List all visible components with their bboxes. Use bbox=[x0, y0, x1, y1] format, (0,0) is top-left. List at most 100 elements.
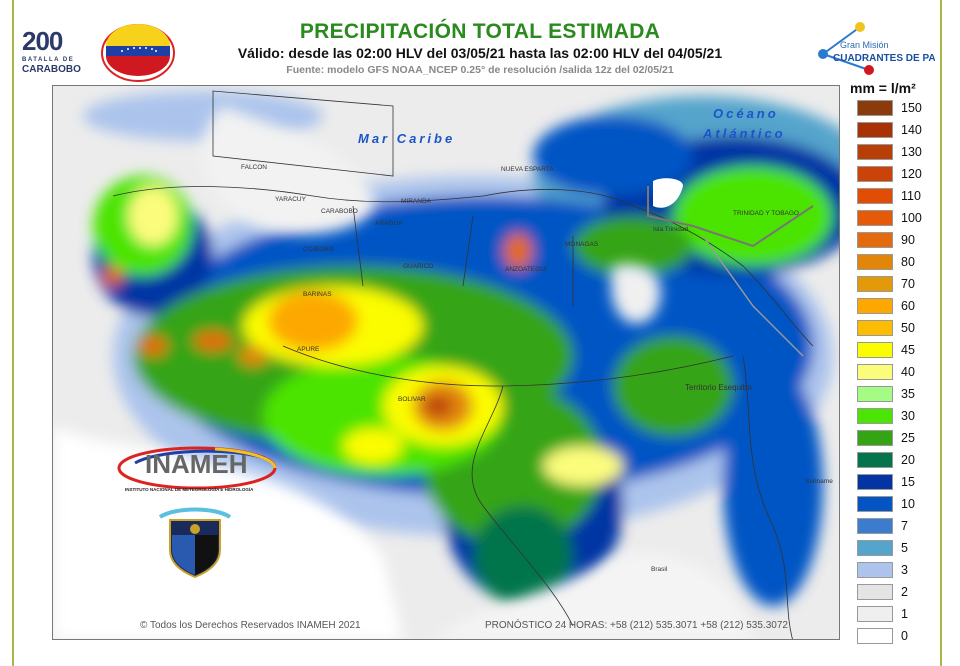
legend-swatch bbox=[857, 562, 893, 578]
legend-value: 30 bbox=[901, 409, 915, 423]
forecast-phones: PRONÓSTICO 24 HORAS: +58 (212) 535.3071 … bbox=[485, 620, 788, 631]
region-label: Territorio Esequibo bbox=[685, 383, 752, 392]
legend-value: 50 bbox=[901, 321, 915, 335]
legend-item: 150 bbox=[857, 99, 922, 117]
legend-value: 90 bbox=[901, 233, 915, 247]
legend-value: 80 bbox=[901, 255, 915, 269]
legend-value: 5 bbox=[901, 541, 908, 555]
legend-item: 80 bbox=[857, 253, 915, 271]
legend-swatch bbox=[857, 364, 893, 380]
legend-swatch bbox=[857, 628, 893, 644]
legend-swatch bbox=[857, 188, 893, 204]
sea-label-atlantic-1: Océano bbox=[713, 106, 779, 121]
state-label: BOLIVAR bbox=[398, 396, 426, 403]
legend-item: 40 bbox=[857, 363, 915, 381]
legend-item: 130 bbox=[857, 143, 922, 161]
legend-value: 70 bbox=[901, 277, 915, 291]
legend-swatch bbox=[857, 298, 893, 314]
legend-value: 1 bbox=[901, 607, 908, 621]
country-label: TRINIDAD Y TOBAGO bbox=[733, 210, 799, 217]
legend-value: 15 bbox=[901, 475, 915, 489]
legend-swatch bbox=[857, 100, 893, 116]
page-border-right bbox=[940, 0, 942, 666]
legend-swatch bbox=[857, 452, 893, 468]
legend-value: 0 bbox=[901, 629, 908, 643]
legend-swatch bbox=[857, 408, 893, 424]
legend-value: 3 bbox=[901, 563, 908, 577]
legend: mm = l/m² 150 140 130 120 110 100 90 80 70 60 50 45… bbox=[846, 80, 938, 660]
legend-item: 1 bbox=[857, 605, 908, 623]
logo-line2: CARABOBO bbox=[22, 64, 81, 75]
precipitation-field bbox=[53, 86, 839, 639]
legend-value: 60 bbox=[901, 299, 915, 313]
legend-item: 5 bbox=[857, 539, 908, 557]
legend-swatch bbox=[857, 320, 893, 336]
ministry-seal-logo bbox=[101, 24, 175, 82]
page-title: PRECIPITACIÓN TOTAL ESTIMADA bbox=[299, 20, 661, 43]
inameh-full-name: INSTITUTO NACIONAL DE METEOROLOGÍA E HID… bbox=[125, 487, 254, 492]
legend-swatch bbox=[857, 518, 893, 534]
legend-item: 7 bbox=[857, 517, 908, 535]
gran-mision-logo: Gran Misión CUADRANTES DE PAZ bbox=[818, 22, 935, 75]
legend-value: 25 bbox=[901, 431, 915, 445]
legend-swatch bbox=[857, 144, 893, 160]
legend-value: 45 bbox=[901, 343, 915, 357]
legend-swatch bbox=[857, 386, 893, 402]
legend-item: 3 bbox=[857, 561, 908, 579]
legend-swatch bbox=[857, 474, 893, 490]
legend-item: 15 bbox=[857, 473, 915, 491]
country-label: Brasil bbox=[651, 566, 668, 573]
data-source: Fuente: modelo GFS NOAA_NCEP 0.25° de re… bbox=[286, 64, 674, 76]
copyright-text: © Todos los Derechos Reservados INAMEH 2… bbox=[140, 620, 361, 631]
legend-item: 60 bbox=[857, 297, 915, 315]
legend-value: 40 bbox=[901, 365, 915, 379]
state-label: NUEVA ESPARTA bbox=[501, 166, 554, 173]
legend-item: 30 bbox=[857, 407, 915, 425]
legend-item: 25 bbox=[857, 429, 915, 447]
legend-item: 50 bbox=[857, 319, 915, 337]
legend-swatch bbox=[857, 210, 893, 226]
legend-value: 120 bbox=[901, 167, 922, 181]
legend-item: 140 bbox=[857, 121, 922, 139]
legend-swatch bbox=[857, 496, 893, 512]
legend-value: 150 bbox=[901, 101, 922, 115]
legend-item: 110 bbox=[857, 187, 921, 205]
legend-value: 110 bbox=[901, 189, 921, 203]
legend-swatch bbox=[857, 606, 893, 622]
legend-item: 10 bbox=[857, 495, 915, 513]
gran-mision-line1: Gran Misión bbox=[840, 40, 889, 50]
legend-item: 100 bbox=[857, 209, 922, 227]
legend-swatch bbox=[857, 430, 893, 446]
legend-item: 35 bbox=[857, 385, 915, 403]
legend-item: 0 bbox=[857, 627, 908, 645]
legend-swatch bbox=[857, 122, 893, 138]
legend-swatch bbox=[857, 342, 893, 358]
legend-swatch bbox=[857, 232, 893, 248]
bicentenario-logo: 200 BATALLA DE CARABOBO bbox=[22, 26, 92, 78]
legend-item: 45 bbox=[857, 341, 915, 359]
gran-mision-line2: CUADRANTES DE PAZ bbox=[833, 53, 935, 64]
state-label: ARAGUA bbox=[375, 220, 403, 227]
logo-line1: BATALLA DE bbox=[22, 57, 75, 63]
legend-value: 7 bbox=[901, 519, 908, 533]
legend-item: 90 bbox=[857, 231, 915, 249]
country-label: Suriname bbox=[805, 478, 833, 485]
state-label: MIRANDA bbox=[401, 198, 431, 205]
validity-period: Válido: desde las 02:00 HLV del 03/05/21… bbox=[237, 45, 723, 61]
legend-value: 2 bbox=[901, 585, 908, 599]
state-label: APURE bbox=[297, 346, 320, 353]
legend-value: 20 bbox=[901, 453, 915, 467]
precipitation-map: Mar Caribe Océano Atlántico FALCON YARAC… bbox=[52, 85, 840, 640]
logo-number: 200 bbox=[22, 26, 63, 56]
legend-item: 20 bbox=[857, 451, 915, 469]
legend-value: 100 bbox=[901, 211, 922, 225]
legend-swatch bbox=[857, 540, 893, 556]
legend-item: 120 bbox=[857, 165, 922, 183]
legend-value: 35 bbox=[901, 387, 915, 401]
state-label: FALCON bbox=[241, 164, 268, 171]
institutional-shield-logo bbox=[158, 507, 232, 579]
state-label: COJEDES bbox=[303, 246, 334, 253]
state-label: BARINAS bbox=[303, 291, 332, 298]
state-label: GUARICO bbox=[403, 263, 434, 270]
legend-value: 130 bbox=[901, 145, 922, 159]
